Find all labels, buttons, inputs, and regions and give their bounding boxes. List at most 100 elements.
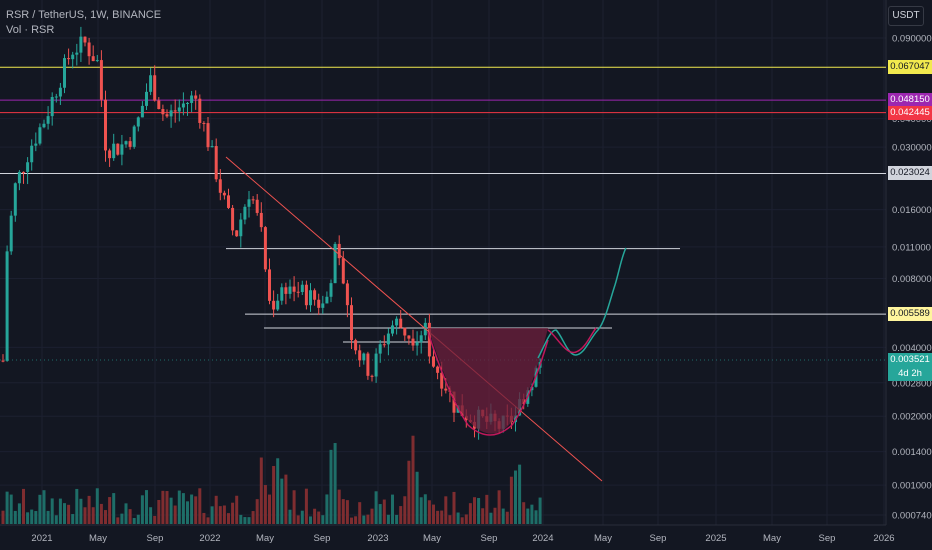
volume-bar [136, 514, 140, 524]
candle-body [75, 52, 79, 55]
volume-bar [198, 488, 202, 524]
candle-body [440, 372, 444, 389]
volume-bar [124, 503, 128, 524]
volume-bar [296, 515, 300, 524]
volume-bar [538, 497, 542, 524]
x-tick-label: 2023 [367, 533, 388, 544]
volume-bar [530, 504, 534, 524]
volume-bar [407, 460, 411, 524]
currency-label[interactable]: USDT [888, 6, 924, 26]
candle-body [329, 283, 333, 297]
candle-body [222, 192, 226, 196]
volume-bar [448, 515, 452, 524]
x-tick-label: Sep [819, 533, 836, 544]
candle-body [177, 107, 181, 112]
volume-bar [149, 507, 153, 524]
volume-bar [222, 505, 226, 524]
x-tick-label: Sep [481, 533, 498, 544]
y-tick-label: 0.002000 [892, 412, 932, 423]
candle-body [50, 97, 54, 117]
volume-bar [522, 502, 526, 524]
candle-body [99, 60, 103, 100]
candle-body [288, 286, 292, 294]
volume-bar [91, 507, 95, 524]
volume-bar [345, 500, 349, 524]
volume-indicator-label: Vol · RSR [6, 24, 55, 36]
volume-bar [419, 497, 423, 524]
candle-body [341, 258, 345, 284]
handle-curve [547, 327, 597, 354]
candle-body [206, 123, 210, 148]
candle-body [239, 219, 243, 237]
candle-body [26, 162, 30, 172]
volume-bar [374, 491, 378, 524]
y-tick-label: 0.001400 [892, 447, 932, 458]
volume-bar [112, 493, 116, 524]
y-tick-label: 0.004000 [892, 343, 932, 354]
volume-bar [436, 510, 440, 524]
candle-body [227, 195, 230, 208]
candle-body [165, 114, 169, 117]
volume-bar [50, 498, 54, 524]
volume-bar [239, 514, 243, 524]
candle-body [427, 322, 431, 357]
candle-body [157, 100, 161, 110]
candle-body [296, 291, 300, 293]
volume-bar [210, 506, 214, 524]
volume-bar [309, 516, 312, 524]
candle-body [235, 230, 239, 237]
candle-body [95, 60, 99, 62]
volume-bar [518, 464, 522, 524]
volume-bar [263, 485, 267, 524]
volume-bar [329, 449, 333, 524]
volume-bar [333, 443, 337, 524]
candle-body [91, 56, 95, 62]
volume-bar [243, 517, 247, 524]
candle-body [403, 327, 407, 336]
volume-bar [227, 513, 230, 524]
candle-body [46, 116, 50, 124]
candle-body [13, 183, 17, 216]
volume-bar [456, 512, 460, 524]
candle-body [432, 356, 435, 367]
candle-body [1, 360, 5, 362]
candle-body [210, 146, 214, 148]
candle-body [5, 251, 9, 361]
candle-body [255, 199, 259, 213]
candle-body [309, 290, 312, 306]
candle-body [321, 303, 325, 308]
candle-body [218, 179, 222, 193]
volume-bar [272, 465, 276, 524]
volume-bar [17, 503, 21, 524]
candle-body [345, 283, 349, 306]
candle-body [145, 91, 148, 106]
candle-body [370, 375, 374, 377]
x-tick-label: 2026 [873, 533, 894, 544]
candle-body [354, 340, 358, 351]
y-tick-label: 0.016000 [892, 205, 932, 216]
volume-bar [120, 513, 124, 524]
candle-body [181, 103, 185, 108]
candle-body [190, 95, 194, 103]
chart-legend: RSR / TetherUS, 1W, BINANCE Vol · RSR [6, 8, 161, 38]
volume-bar [477, 498, 481, 524]
volume-bar [214, 495, 218, 524]
volume-bar [108, 497, 112, 524]
volume-bar [116, 517, 120, 524]
candle-body [452, 391, 456, 413]
volume-bar [362, 515, 366, 524]
volume-bar [386, 514, 390, 524]
y-tick-label: 0.008000 [892, 274, 932, 285]
candle-body [173, 110, 177, 112]
candle-body [259, 212, 263, 228]
candle-body [169, 110, 173, 117]
candle-body [132, 126, 136, 147]
candle-body [38, 127, 42, 144]
x-tick-label: Sep [650, 533, 667, 544]
candle-body [263, 227, 267, 270]
volume-bar [526, 508, 530, 524]
x-tick-label: 2022 [199, 533, 220, 544]
